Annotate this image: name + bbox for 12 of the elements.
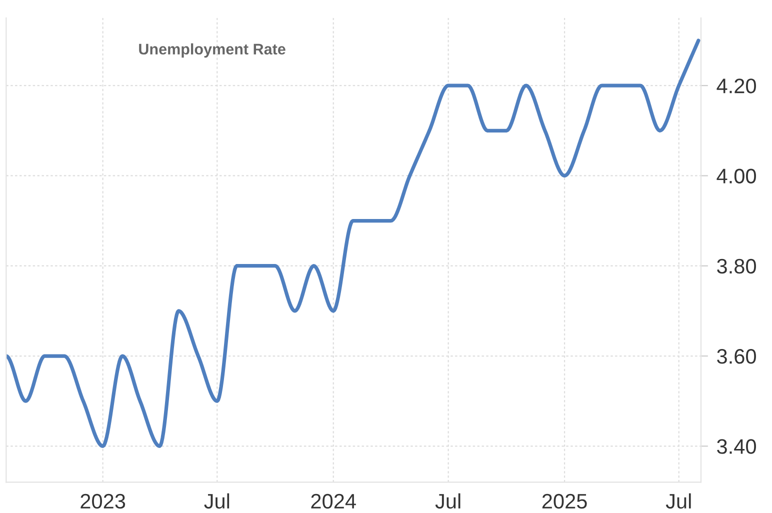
y-tick-label: 4.00 xyxy=(716,168,756,184)
y-tick-label: 3.60 xyxy=(717,349,756,364)
x-tick-label: 2025 xyxy=(542,494,587,509)
x-tick-label: Jul xyxy=(435,493,460,509)
x-tick-label: 2023 xyxy=(80,494,126,509)
y-tick-label: 4.20 xyxy=(716,78,756,94)
text: Unemployment Rate xyxy=(139,43,286,58)
y-tick-label: 3.40 xyxy=(717,439,756,454)
x-tick-label: Jul xyxy=(666,493,691,509)
x-tick-label: 2024 xyxy=(311,494,356,509)
y-tick-label: 3.80 xyxy=(717,258,756,274)
x-tick-label: Jul xyxy=(204,493,230,509)
